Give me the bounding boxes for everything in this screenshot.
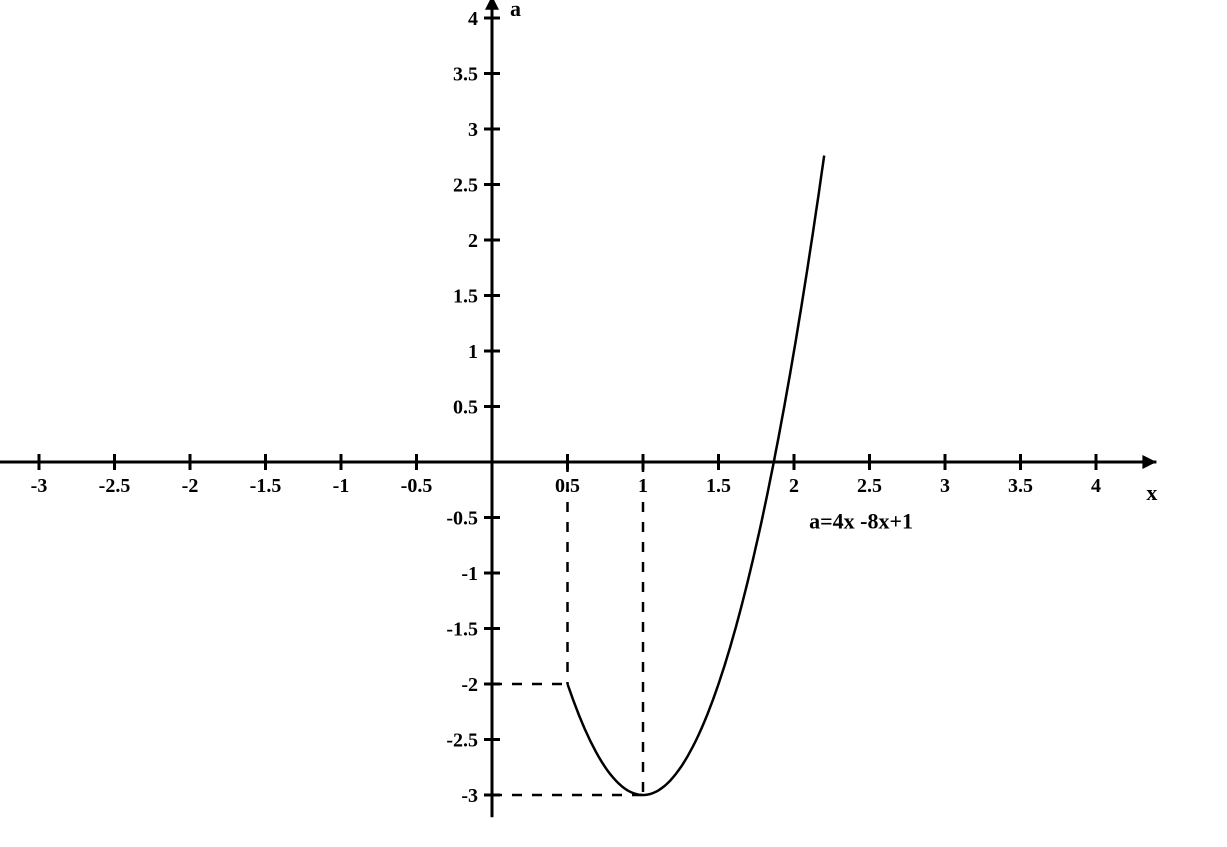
x-tick-label: 3.5 <box>1008 475 1033 497</box>
y-tick-label: 4 <box>468 8 478 30</box>
y-axis-arrow <box>485 0 499 10</box>
y-tick-label: 1.5 <box>453 286 478 308</box>
y-tick-label: -2 <box>461 674 478 696</box>
y-tick-label: -3 <box>461 785 478 807</box>
y-tick-label: 1 <box>468 341 478 363</box>
x-tick-label: 3 <box>940 475 950 497</box>
y-axis-title: a <box>510 0 521 21</box>
x-axis-arrow <box>1142 455 1156 469</box>
x-tick-label: -1.5 <box>250 475 282 497</box>
y-tick-label: 3 <box>468 119 478 141</box>
x-tick-label: 2 <box>789 475 799 497</box>
y-tick-label: -2.5 <box>446 730 478 752</box>
y-tick-label: -1.5 <box>446 619 478 641</box>
y-tick-label: 0.5 <box>453 397 478 419</box>
x-tick-label: 1.5 <box>706 475 731 497</box>
x-tick-label: -2.5 <box>99 475 131 497</box>
x-tick-label: -3 <box>31 475 48 497</box>
chart-container: a x -3 -2.5 -2 -1.5 -1 -0.5 0.5 1 1.5 2 2.5 3 3.5 4 -3 -2… <box>0 0 1227 847</box>
y-tick-label: 2 <box>468 230 478 252</box>
x-tick-label: -1 <box>333 475 350 497</box>
y-tick-label: -1 <box>461 563 478 585</box>
y-tick-label: -0.5 <box>446 508 478 530</box>
x-axis-title: x <box>1146 480 1157 505</box>
x-tick-label: -0.5 <box>401 475 433 497</box>
parabola-curve <box>568 156 825 795</box>
x-tick-label: -2 <box>182 475 199 497</box>
y-tick-label: 2.5 <box>453 175 478 197</box>
y-tick-label: 3.5 <box>453 64 478 86</box>
cartesian-plot: a x -3 -2.5 -2 -1.5 -1 -0.5 0.5 1 1.5 2 2.5 3 3.5 4 -3 -2… <box>0 0 1227 847</box>
x-tick-label: 2.5 <box>857 475 882 497</box>
curve-equation-label: a=4x -8x+1 <box>809 509 913 534</box>
x-tick-label: 4 <box>1091 475 1101 497</box>
